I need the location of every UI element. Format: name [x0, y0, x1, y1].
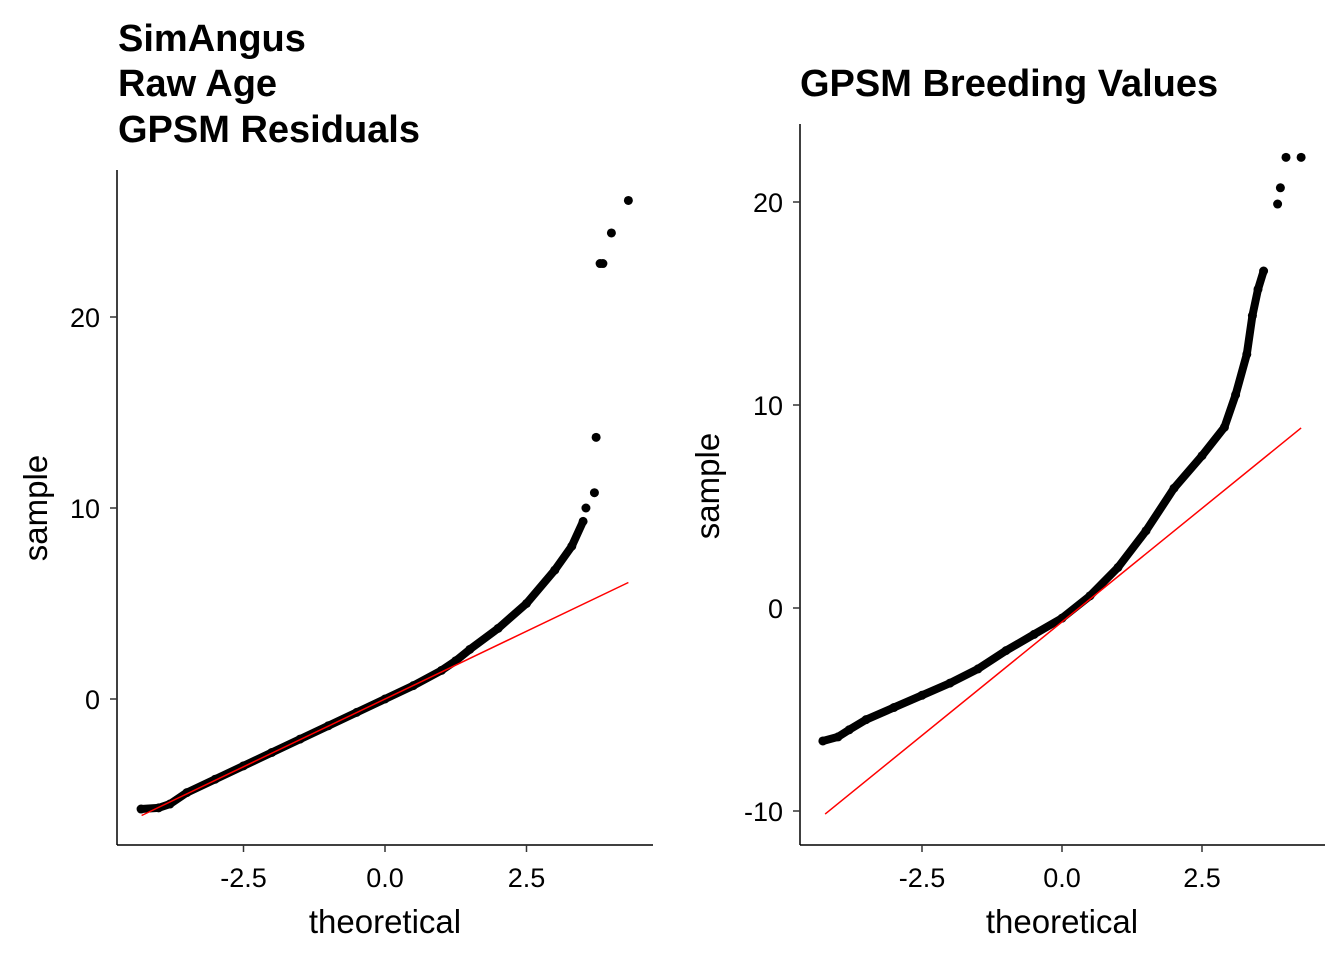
qq-point — [833, 732, 843, 742]
qq-point — [1001, 646, 1011, 656]
qq-point — [581, 503, 591, 513]
y-tick-label: 0 — [85, 685, 100, 715]
qq-point — [1275, 183, 1285, 193]
x-tick-label: 2.5 — [1183, 863, 1221, 893]
qq-points-band — [137, 517, 588, 814]
qq-point — [1029, 629, 1039, 639]
qq-point — [1219, 422, 1229, 432]
y-tick-label: 20 — [753, 188, 783, 218]
y-tick-label: 10 — [753, 391, 783, 421]
qq-point — [889, 702, 899, 712]
qq-point — [1296, 152, 1306, 162]
qq-point — [1169, 483, 1179, 493]
panel-title-line-3: GPSM Residuals — [118, 109, 420, 151]
qq-points-band — [818, 267, 1268, 745]
qq-reference-line — [824, 427, 1302, 815]
y-tick-label: -10 — [744, 797, 783, 827]
qq-point — [567, 541, 577, 551]
qq-point — [522, 599, 531, 608]
qq-point — [1273, 199, 1283, 209]
qq-point — [493, 623, 503, 633]
qq-point — [550, 565, 560, 575]
qq-point — [1281, 152, 1291, 162]
qq-point — [1141, 526, 1151, 536]
qq-point — [844, 725, 854, 735]
qq-point — [591, 432, 601, 442]
x-tick-label: 0.0 — [1043, 863, 1081, 893]
qq-point — [861, 715, 871, 725]
panel-title-line-2: Raw Age — [118, 63, 277, 105]
qq-point — [589, 488, 599, 498]
panel-title: GPSM Breeding Values — [800, 63, 1218, 105]
qq-point — [598, 259, 608, 269]
qq-point — [1113, 562, 1123, 572]
x-axis-label: theoretical — [309, 903, 461, 940]
qq-point — [945, 678, 955, 688]
qq-point — [1242, 349, 1252, 359]
qq-point — [1253, 284, 1263, 294]
qq-point — [917, 690, 927, 700]
y-axis-label: sample — [17, 455, 54, 561]
panel-title-line-1: SimAngus — [118, 18, 306, 60]
y-axis-label: sample — [689, 433, 726, 539]
panel-breeding-values: GPSM Breeding Values theoretical sample … — [689, 63, 1325, 940]
x-tick-label: -2.5 — [220, 863, 267, 893]
qq-point — [818, 736, 828, 746]
qq-point — [973, 664, 983, 674]
qq-point — [1247, 311, 1257, 321]
qq-point — [451, 656, 461, 666]
y-tick-label: 20 — [70, 303, 100, 333]
qq-point — [1231, 390, 1241, 400]
qq-point — [136, 804, 146, 814]
qq-point — [623, 195, 633, 205]
y-tick-label: 10 — [70, 494, 100, 524]
qq-point — [165, 799, 175, 809]
x-tick-label: 0.0 — [366, 863, 404, 893]
y-tick-label: 0 — [768, 594, 783, 624]
panel-gpsm-residuals: SimAngus Raw Age GPSM Residuals theoreti… — [17, 18, 653, 940]
x-tick-label: -2.5 — [899, 863, 946, 893]
qq-point — [465, 644, 475, 654]
qq-point — [578, 516, 588, 526]
qq-point — [1259, 266, 1269, 276]
qq-point — [606, 228, 616, 238]
qq-reference-line — [141, 581, 629, 817]
x-tick-label: 2.5 — [508, 863, 546, 893]
qq-point — [1197, 451, 1207, 461]
x-axis-label: theoretical — [986, 903, 1138, 940]
